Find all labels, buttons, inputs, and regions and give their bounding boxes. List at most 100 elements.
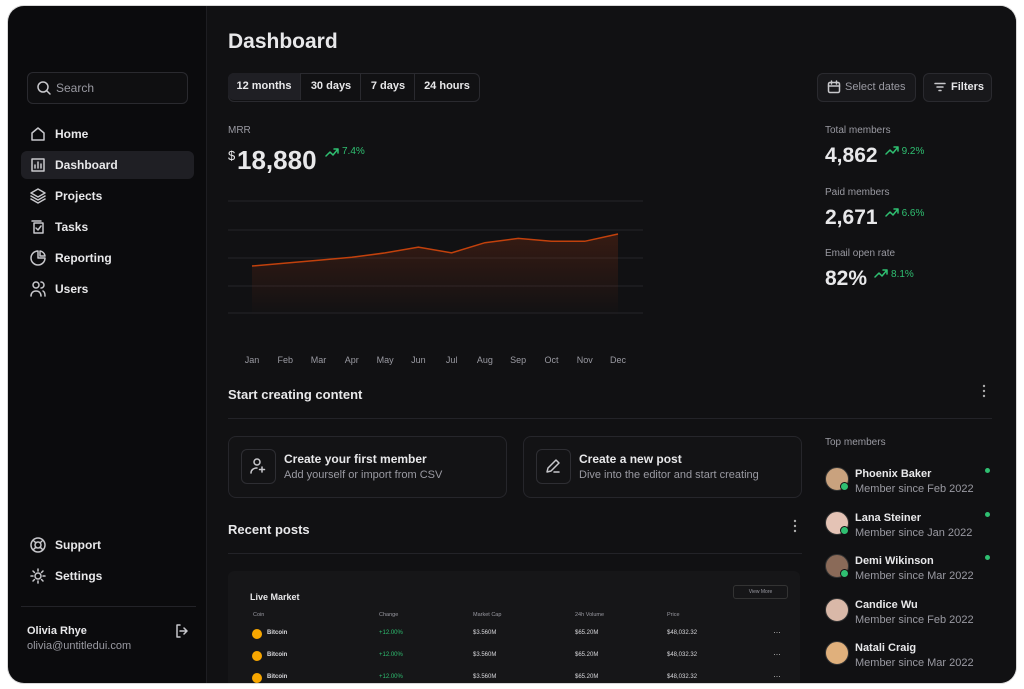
nav-icon-shape: [30, 568, 46, 584]
nav-icon: [30, 250, 46, 266]
trend-icon: [884, 207, 899, 217]
stat-change: 8.1%: [891, 269, 914, 280]
online-badge: [840, 525, 849, 535]
cell: $48,032.32: [667, 652, 698, 658]
cell: +12.00%: [379, 674, 403, 680]
nav-icon-shape: [30, 537, 46, 553]
stat-value: 2,671: [825, 205, 878, 229]
card-icon-shape: [250, 458, 266, 474]
nav-item[interactable]: Settings: [55, 569, 103, 583]
trend-icon: [874, 269, 888, 278]
mrr-change: 7.4%: [342, 146, 365, 157]
status-dot: [985, 468, 990, 473]
coin-icon: [252, 651, 262, 661]
cell: $3.560M: [473, 652, 497, 658]
card-subtitle: Dive into the editor and start creating: [579, 469, 759, 481]
status-dot: [985, 511, 990, 517]
more-button[interactable]: [981, 384, 987, 398]
cell: Bitcoin: [267, 652, 288, 658]
section-title: Start creating content: [228, 387, 363, 402]
tab[interactable]: 30 days: [300, 73, 361, 100]
line: [251, 233, 619, 267]
nav-item[interactable]: Tasks: [55, 220, 89, 234]
main: Dashboard 12 months 30 days 7 days 24 hours…: [206, 6, 1016, 683]
cell: +12.00%: [379, 652, 403, 658]
member-since: Member since Mar 2022: [855, 657, 974, 669]
member-name: Candice Wu: [855, 598, 918, 611]
x-tick-label: Sep: [510, 355, 526, 365]
logout-icon[interactable]: [174, 623, 190, 639]
x-tick-label: Jun: [411, 355, 426, 365]
action-card[interactable]: [228, 436, 507, 498]
nav-icon: [30, 281, 46, 297]
nav-icon: [30, 188, 46, 204]
user-name: Olivia Rhye: [27, 625, 87, 637]
app-frame: Search Olivia Rhye olivia@untitledui.com…: [8, 6, 1016, 683]
column-header: Change: [379, 612, 399, 618]
nav-icon: [31, 158, 45, 172]
tab[interactable]: 12 months: [228, 73, 300, 100]
market-title: Live Market: [250, 592, 300, 602]
nav-icon-shape: [31, 127, 45, 141]
tab[interactable]: 24 hours: [414, 73, 479, 100]
nav-item[interactable]: Support: [55, 538, 101, 552]
mrr-value: 18,880: [237, 145, 317, 175]
member-name: Demi Wikinson: [855, 555, 934, 567]
stat-label: Email open rate: [825, 248, 896, 259]
x-tick-label: Jul: [446, 355, 458, 365]
coin-icon: [252, 629, 262, 639]
select-dates-button[interactable]: [817, 73, 916, 102]
cell: $48,032.32: [667, 630, 698, 636]
divider: [228, 418, 992, 419]
cell: $48,032.32: [667, 674, 698, 680]
top-members-title: Top members: [825, 437, 886, 448]
trend-icon: [325, 148, 339, 157]
member-since: Member since Mar 2022: [855, 570, 974, 582]
cell: $65.20M: [575, 652, 599, 658]
column-header: 24h Volume: [575, 612, 605, 618]
nav-item[interactable]: Home: [55, 127, 89, 141]
nav-icon-shape: [30, 250, 46, 266]
line-area: [252, 234, 618, 316]
row-menu: ···: [773, 649, 781, 659]
column-header: Market Cap: [473, 612, 502, 618]
nav-icon-shape: [31, 220, 44, 234]
card-icon-box: [241, 449, 276, 484]
action-card[interactable]: [523, 436, 802, 498]
calendar-icon: [827, 80, 841, 94]
x-tick-label: Aug: [477, 355, 493, 365]
trend-icon-shape: [874, 269, 888, 278]
nav-icon: [31, 220, 44, 234]
column-header: Price: [667, 612, 680, 618]
nav-icon-shape: [31, 158, 45, 172]
view-more-button[interactable]: View More: [733, 585, 788, 599]
tab[interactable]: 7 days: [360, 73, 415, 100]
x-tick-label: Apr: [345, 355, 359, 365]
page-title: Dashboard: [228, 30, 338, 53]
stat-value: 82%: [825, 267, 868, 290]
stat-change: 6.6%: [901, 207, 925, 219]
more-button[interactable]: [792, 519, 798, 533]
card-title: Create a new post: [579, 452, 682, 466]
card-subtitle: Add yourself or import from CSV: [284, 469, 443, 481]
card-title: Create your first member: [284, 452, 427, 466]
cell: $3.560M: [473, 674, 497, 680]
post-preview[interactable]: Live Market View More Coin Change Market Cap…: [228, 571, 800, 683]
x-tick-label: Nov: [577, 355, 594, 365]
x-tick-label: Jan: [245, 355, 260, 365]
member-name: Natali Craig: [855, 642, 917, 654]
nav-item[interactable]: Dashboard: [55, 158, 118, 172]
filters-label: Filters: [951, 81, 985, 93]
nav-item[interactable]: Users: [55, 282, 89, 296]
member-since: Member since Feb 2022: [855, 483, 974, 495]
trend-icon-shape: [884, 207, 899, 217]
nav-item[interactable]: Projects: [55, 189, 103, 203]
cell: $65.20M: [575, 630, 599, 636]
filters-button[interactable]: [923, 73, 992, 102]
select-dates-label: Select dates: [845, 81, 906, 93]
avatar: [825, 641, 849, 665]
search-box[interactable]: [27, 72, 188, 104]
nav-item[interactable]: Reporting: [55, 251, 112, 265]
status-dot: [985, 555, 990, 560]
